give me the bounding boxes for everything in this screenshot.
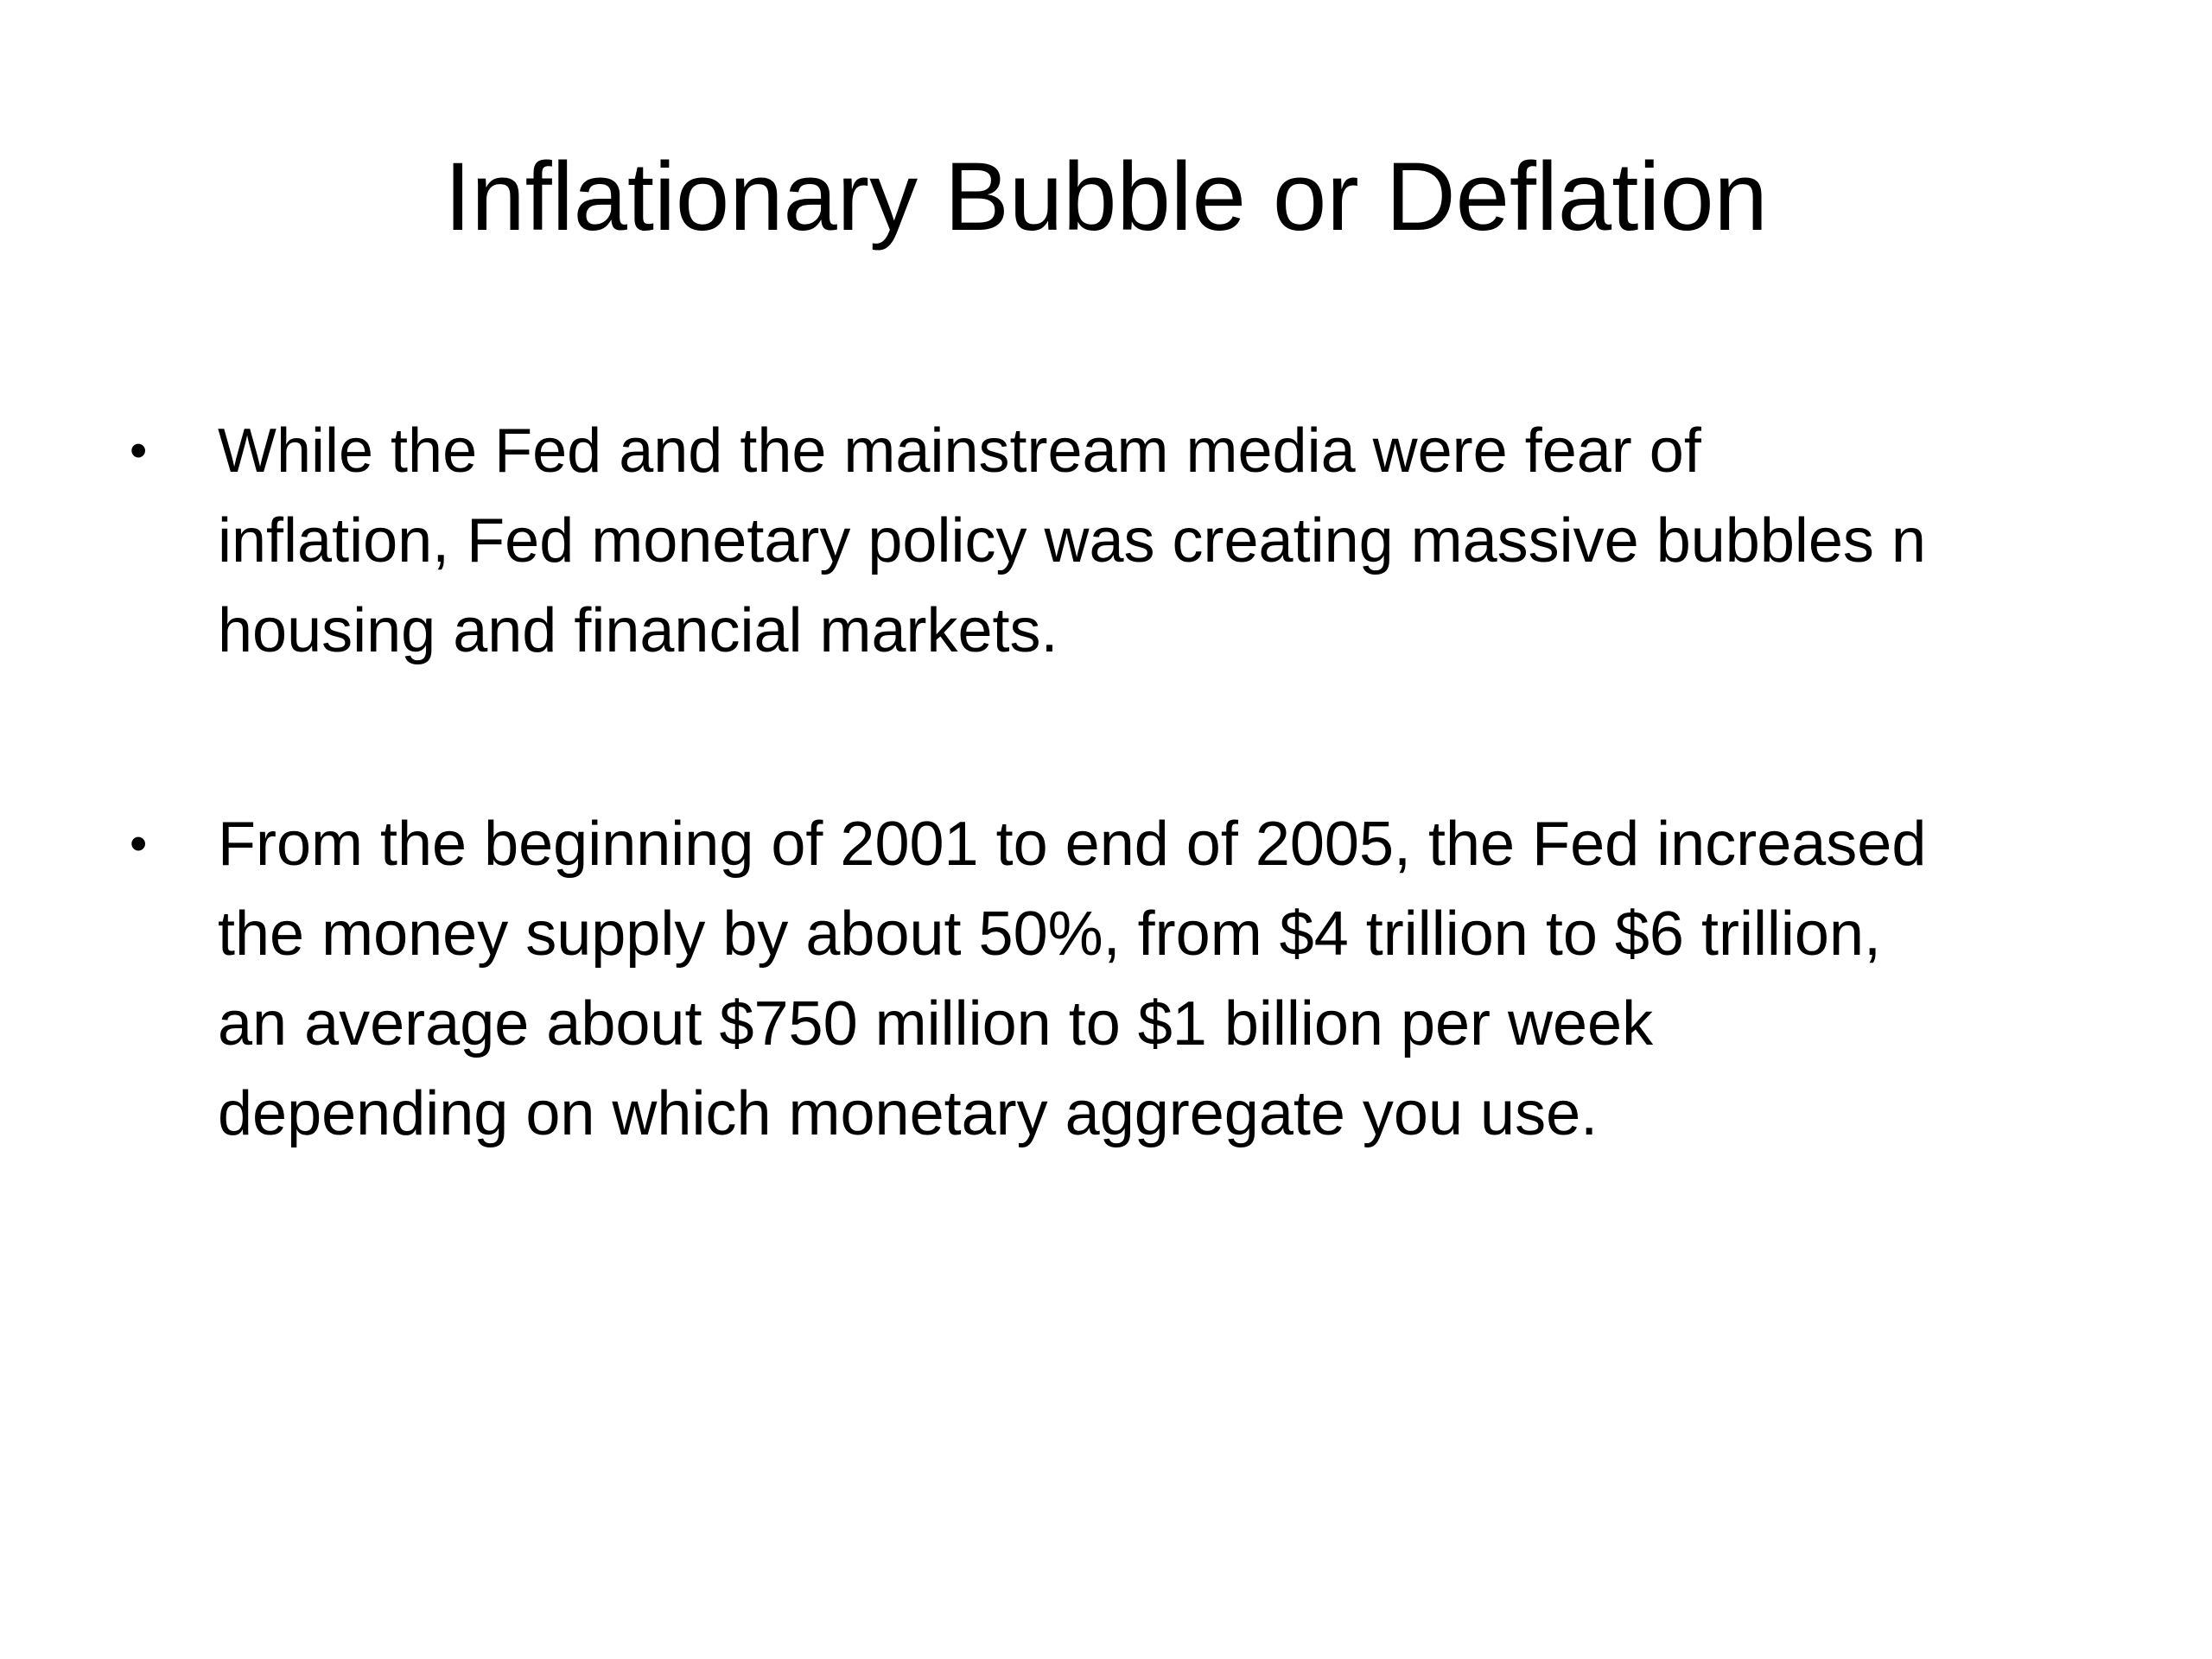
bullet-marker: • (130, 816, 148, 872)
bullet-line: While the Fed and the mainstream media w… (218, 416, 1701, 486)
bullet-line: housing and financial markets. (218, 596, 1058, 665)
slide-title: Inflationary Bubble or Deflation (444, 143, 1768, 251)
bullet-line: inflation, Fed monetary policy was creat… (218, 506, 1926, 575)
bullet-marker: • (130, 423, 148, 479)
bullet-text: While the Fed and the mainstream media w… (218, 406, 2153, 676)
bullet-line: an average about $750 million to $1 bill… (218, 989, 1654, 1058)
bullet-text: From the beginning of 2001 to end of 200… (218, 799, 2153, 1159)
bullet-line: the money supply by about 50%, from $4 t… (218, 899, 1882, 969)
bullet-line: depending on which monetary aggregate yo… (218, 1079, 1599, 1148)
bullet-line: From the beginning of 2001 to end of 200… (218, 810, 1927, 879)
